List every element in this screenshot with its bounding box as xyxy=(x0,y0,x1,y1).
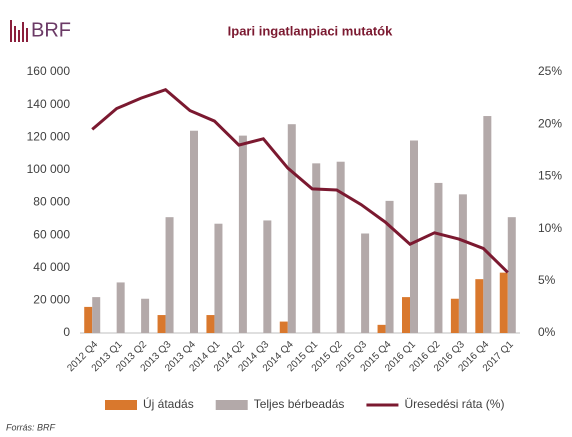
bar xyxy=(312,163,321,333)
y2-tick-label: 20% xyxy=(538,116,562,130)
bar xyxy=(214,223,223,333)
legend-swatch xyxy=(215,400,248,410)
bar xyxy=(450,298,459,333)
bar xyxy=(385,200,394,333)
bar xyxy=(507,217,516,333)
y-tick-label: 20 000 xyxy=(33,293,70,307)
y2-tick-label: 0% xyxy=(538,325,556,339)
legend-swatch xyxy=(105,400,137,410)
bar xyxy=(92,297,101,333)
bar xyxy=(499,272,508,333)
bar xyxy=(410,140,418,333)
logo-icon xyxy=(10,20,28,42)
bar xyxy=(141,298,150,333)
line xyxy=(91,88,509,274)
y-tick-label: 40 000 xyxy=(33,260,70,274)
bar xyxy=(238,135,247,333)
bar xyxy=(458,194,467,333)
bar xyxy=(263,220,272,333)
bar xyxy=(287,124,296,333)
bar xyxy=(279,321,288,333)
logo-text: BRF xyxy=(31,19,71,41)
y2-tick-label: 15% xyxy=(538,169,562,183)
bar xyxy=(483,116,492,333)
legend-label: Üresedési ráta (%) xyxy=(404,397,504,411)
bar xyxy=(402,297,410,333)
bar xyxy=(434,182,443,333)
chart-title: Ipari ingatlanpiaci mutatók xyxy=(228,23,393,38)
y-tick-label: 100 000 xyxy=(27,162,71,176)
legend-label: Teljes bérbeadás xyxy=(254,397,345,411)
bar xyxy=(165,217,174,333)
source: Forrás: BRF xyxy=(6,422,56,432)
bar xyxy=(206,315,215,333)
y-tick-label: 140 000 xyxy=(27,97,71,111)
y2-tick-label: 10% xyxy=(538,221,562,235)
y2-tick-label: 5% xyxy=(538,273,556,287)
bar xyxy=(361,233,370,333)
y-tick-label: 80 000 xyxy=(33,195,70,209)
bar xyxy=(157,315,166,333)
y-tick-label: 60 000 xyxy=(33,227,70,241)
bar xyxy=(336,161,345,333)
bar xyxy=(475,279,484,333)
bar xyxy=(84,306,93,333)
bar xyxy=(377,324,386,333)
legend-label: Új átadás xyxy=(143,396,194,411)
y-tick-label: 160 000 xyxy=(27,64,71,78)
bar xyxy=(190,130,198,333)
y-tick-label: 0 xyxy=(63,325,70,339)
y2-tick-label: 25% xyxy=(538,64,562,78)
bar xyxy=(116,282,125,333)
y-tick-label: 120 000 xyxy=(27,129,71,143)
